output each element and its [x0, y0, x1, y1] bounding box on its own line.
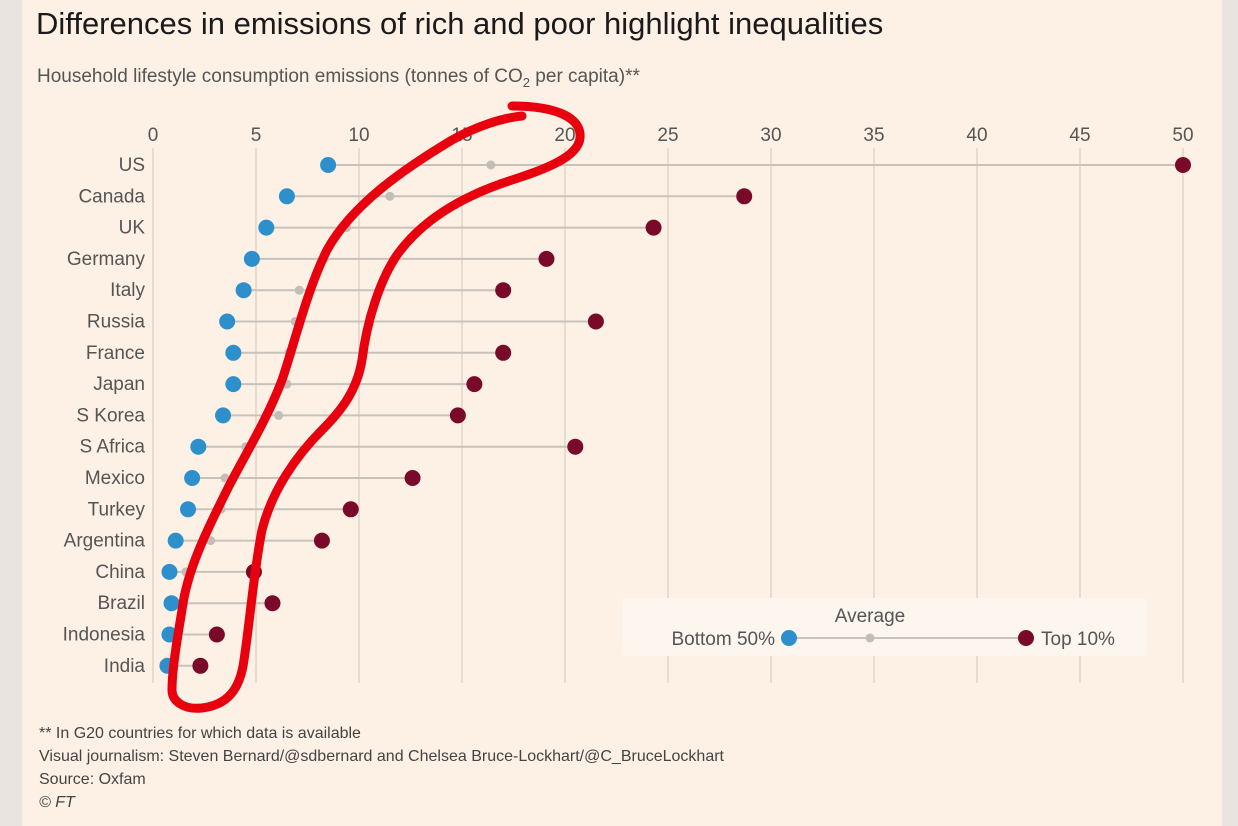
country-label: India: [104, 656, 146, 677]
row-germany: Germany: [67, 249, 555, 270]
top10-dot: [449, 407, 466, 424]
row-mexico: Mexico: [85, 468, 421, 489]
x-tick-5: 5: [251, 125, 262, 146]
x-tick-30: 30: [760, 125, 781, 146]
top10-dot: [1175, 157, 1191, 173]
country-label: France: [86, 343, 145, 364]
x-tick-40: 40: [966, 125, 987, 146]
legend-box: [622, 598, 1147, 656]
row-indonesia: Indonesia: [63, 625, 225, 646]
subtitle-main: Household lifestyle consumption emission…: [37, 66, 523, 87]
bottom50-dot: [320, 157, 337, 173]
legend-average-label: Average: [835, 606, 905, 627]
x-tick-10: 10: [348, 125, 369, 146]
country-label: Germany: [67, 249, 146, 270]
row-argentina: Argentina: [64, 531, 330, 552]
row-us: US: [119, 155, 1191, 176]
red-hand-drawn-annotation: [167, 101, 585, 713]
country-label: Mexico: [85, 468, 145, 489]
legend-top10-label: Top 10%: [1041, 629, 1115, 650]
bottom50-dot: [190, 438, 207, 455]
row-china: China: [95, 562, 262, 583]
legend-bottom50-dot: [781, 630, 797, 646]
country-label: Turkey: [88, 499, 146, 520]
top10-dot: [466, 376, 483, 393]
bottom50-dot: [278, 188, 295, 205]
x-tick-0: 0: [148, 125, 159, 146]
country-label: S Africa: [80, 437, 146, 458]
country-label: Indonesia: [63, 625, 146, 646]
row-italy: Italy: [110, 280, 512, 301]
top10-dot: [567, 438, 584, 455]
country-label: US: [119, 155, 145, 176]
top10-dot: [587, 313, 604, 330]
country-label: Japan: [93, 374, 145, 395]
bottom50-dot: [180, 501, 197, 518]
country-label: Russia: [87, 312, 146, 333]
footer-credits: Visual journalism: Steven Bernard/@sdber…: [39, 748, 724, 765]
subtitle-end: per capita)**: [530, 66, 640, 87]
top10-dot: [342, 501, 359, 518]
top10-dot: [736, 188, 753, 205]
x-tick-25: 25: [657, 125, 678, 146]
country-label: UK: [119, 218, 146, 239]
bottom50-dot: [184, 470, 201, 486]
bottom50-dot: [258, 219, 275, 236]
footer-note: ** In G20 countries for which data is av…: [39, 725, 361, 742]
top10-dot: [645, 219, 662, 236]
bottom50-dot: [219, 313, 236, 330]
row-india: India: [104, 656, 209, 677]
bottom50-dot: [215, 407, 232, 424]
x-tick-35: 35: [863, 125, 884, 146]
bottom50-dot: [243, 250, 260, 267]
chart-card: Differences in emissions of rich and poo…: [22, 0, 1222, 826]
chart-title: Differences in emissions of rich and poo…: [36, 6, 884, 41]
legend-top10-dot: [1018, 630, 1034, 646]
row-japan: Japan: [93, 374, 483, 395]
average-dot: [274, 410, 284, 420]
chart-subtitle: Household lifestyle consumption emission…: [37, 66, 640, 90]
x-tick-45: 45: [1069, 125, 1090, 146]
top10-dot: [495, 282, 512, 299]
average-dot: [385, 191, 395, 201]
country-label: S Korea: [76, 405, 145, 426]
top10-dot: [538, 250, 555, 267]
bottom50-dot: [161, 563, 178, 580]
country-label: Brazil: [97, 593, 145, 614]
top10-dot: [264, 595, 281, 612]
top10-dot: [404, 470, 421, 486]
top10-dot: [495, 344, 512, 361]
x-tick-50: 50: [1172, 125, 1193, 146]
top10-dot: [208, 626, 225, 643]
bottom50-dot: [225, 344, 242, 361]
footer: ** In G20 countries for which data is av…: [39, 722, 724, 814]
footer-source: Source: Oxfam: [39, 771, 146, 788]
row-turkey: Turkey: [88, 499, 359, 520]
bottom50-dot: [163, 595, 180, 612]
average-dot: [486, 160, 496, 170]
country-label: Canada: [78, 186, 145, 207]
average-dot: [294, 285, 304, 295]
country-label: Argentina: [64, 531, 146, 552]
legend: Bottom 50% Average Top 10%: [622, 598, 1147, 656]
row-uk: UK: [119, 218, 662, 239]
row-s-africa: S Africa: [80, 437, 584, 458]
row-france: France: [86, 343, 512, 364]
legend-average-dot: [865, 633, 875, 643]
bottom50-dot: [235, 282, 252, 299]
country-label: Italy: [110, 280, 145, 301]
dot-plot-chart: 0 5 10 15 20 25 30 35 40 45 50 USCanadaUKGermanyIt…: [63, 101, 1194, 713]
row-canada: Canada: [78, 186, 753, 207]
bottom50-dot: [167, 532, 184, 549]
top10-dot: [313, 532, 330, 549]
subtitle-subscript: 2: [522, 74, 531, 90]
row-russia: Russia: [87, 312, 604, 333]
footer-copyright: © FT: [39, 794, 75, 811]
country-label: China: [95, 562, 145, 583]
bottom50-dot: [225, 376, 242, 393]
x-tick-labels: 0 5 10 15 20 25 30 35 40 45 50: [148, 125, 1194, 146]
x-tick-20: 20: [554, 125, 575, 146]
top10-dot: [192, 657, 209, 674]
legend-bottom50-label: Bottom 50%: [672, 629, 776, 650]
